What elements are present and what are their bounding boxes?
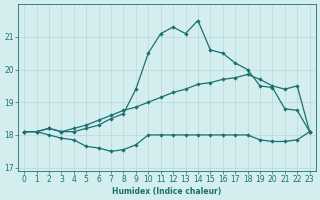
- X-axis label: Humidex (Indice chaleur): Humidex (Indice chaleur): [112, 187, 221, 196]
